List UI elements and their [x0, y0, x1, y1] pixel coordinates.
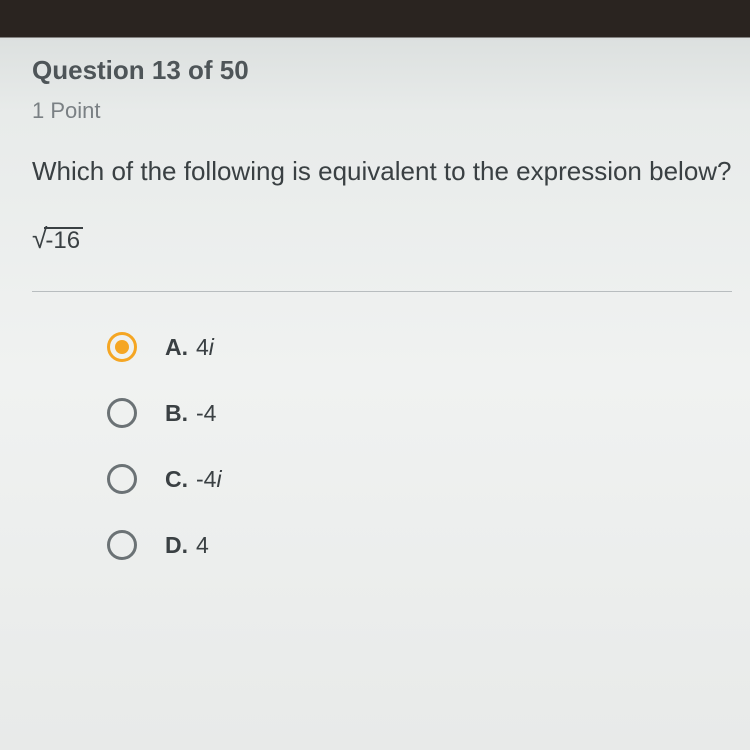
question-prompt: Which of the following is equivalent to … — [32, 156, 750, 187]
radio-icon — [107, 398, 137, 428]
option-value: -4i — [196, 466, 222, 493]
radio-icon — [107, 332, 137, 362]
radio-icon — [107, 464, 137, 494]
math-expression: √ -16 — [32, 223, 83, 255]
option-c[interactable]: C. -4i — [107, 464, 750, 494]
question-title: Question 13 of 50 — [32, 55, 750, 86]
option-letter: B. — [165, 400, 188, 427]
quiz-content: Question 13 of 50 1 Point Which of the f… — [0, 0, 750, 560]
option-d[interactable]: D. 4 — [107, 530, 750, 560]
option-value: -4 — [196, 400, 216, 427]
options-list: A. 4i B. -4 C. -4i D. 4 — [32, 332, 750, 560]
sqrt-radicand: -16 — [44, 227, 83, 253]
option-b[interactable]: B. -4 — [107, 398, 750, 428]
divider — [32, 291, 732, 292]
points-label: 1 Point — [32, 98, 750, 124]
option-letter: D. — [165, 532, 188, 559]
option-letter: A. — [165, 334, 188, 361]
option-letter: C. — [165, 466, 188, 493]
option-a[interactable]: A. 4i — [107, 332, 750, 362]
radio-icon — [107, 530, 137, 560]
option-value: 4 — [196, 532, 209, 559]
option-value: 4i — [196, 334, 214, 361]
